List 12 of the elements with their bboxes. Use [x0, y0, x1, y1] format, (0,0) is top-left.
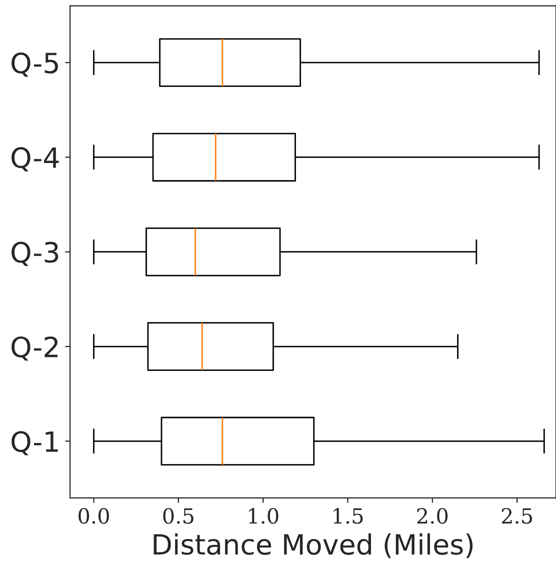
y-tick-label: Q-3 [12, 242, 58, 266]
x-tick-label: 1.5 [334, 508, 363, 524]
x-tick-label: 2.0 [417, 508, 448, 524]
y-tick-label: Q-1 [12, 431, 58, 456]
y-tick-label: Q-4 [12, 147, 59, 172]
y-tick-label: Q-2 [12, 336, 58, 361]
x-tick-label: 2.5 [502, 508, 532, 524]
x-axis-title: Distance Moved (Miles) [154, 533, 473, 558]
y-tick-label: Q-5 [12, 52, 58, 77]
x-tick-label: 0.5 [163, 508, 194, 524]
x-tick-label: 0.0 [78, 508, 109, 524]
x-tick-label: 1.0 [249, 508, 278, 524]
